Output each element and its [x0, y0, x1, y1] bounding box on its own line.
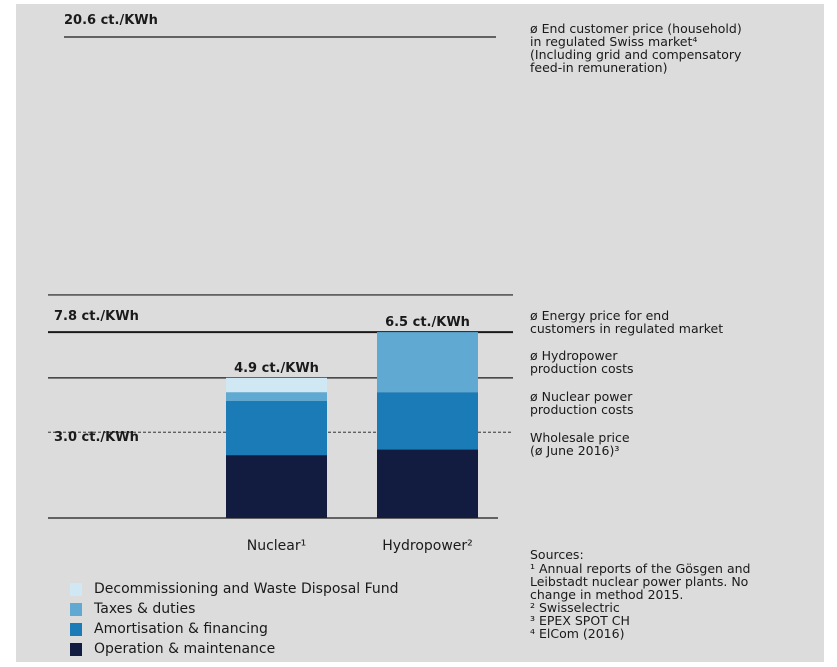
ref-description-wholesale: Wholesale price (ø June 2016)³ — [530, 430, 630, 458]
ref-description-end-customer: ø End customer price (household) in regu… — [530, 21, 742, 75]
legend-swatch-amortisation — [70, 622, 82, 636]
sources: Sources: ¹ Annual reports of the Gösgen … — [530, 548, 750, 640]
legend-swatch-decommissioning — [70, 582, 82, 596]
bar-total-label: 4.9 ct./KWh — [234, 361, 319, 376]
ref-description-nuclear-cost: ø Nuclear power production costs — [530, 389, 634, 417]
ref-description-energy-price: ø Energy price for end customers in regu… — [530, 308, 724, 336]
legend: Decommissioning and Waste Disposal Fund … — [70, 579, 399, 659]
category-label: Nuclear¹ — [247, 538, 307, 554]
legend-label-operation: Operation & maintenance — [94, 641, 276, 657]
legend-label-taxes: Taxes & duties — [94, 601, 196, 617]
legend-item-taxes: Taxes & duties — [70, 599, 399, 619]
reference-label-energy-price: 7.8 ct./KWh — [54, 309, 139, 324]
bar-segment-amortisation — [377, 392, 478, 450]
source-item: ¹ Annual reports of the Gösgen and Leibs… — [530, 561, 751, 602]
legend-swatch-operation — [70, 642, 82, 656]
reference-label-wholesale: 3.0 ct./KWh — [54, 430, 139, 445]
sources-title: Sources: — [530, 547, 584, 562]
category-label: Hydropower² — [382, 538, 473, 554]
legend-item-amortisation: Amortisation & financing — [70, 619, 399, 639]
source-item: ³ EPEX SPOT CH — [530, 613, 630, 628]
legend-swatch-taxes — [70, 602, 82, 616]
bar-segment-operation — [377, 449, 478, 518]
chart-panel: 20.6 ct./KWh 7.8 ct./KWh 3.0 ct./KWh 4.9 ct… — [16, 4, 824, 662]
reference-label-end-customer: 20.6 ct./KWh — [64, 13, 158, 28]
legend-item-decommissioning: Decommissioning and Waste Disposal Fund — [70, 579, 399, 599]
source-item: ² Swisselectric — [530, 600, 620, 615]
source-item: ⁴ ElCom (2016) — [530, 626, 625, 641]
chart-canvas: 20.6 ct./KWh 7.8 ct./KWh 3.0 ct./KWh 4.9 ct… — [48, 13, 513, 554]
bar-segment-taxes — [377, 332, 478, 393]
legend-label-amortisation: Amortisation & financing — [94, 621, 268, 637]
legend-item-operation: Operation & maintenance — [70, 639, 399, 659]
bar-segment-operation — [226, 455, 327, 518]
bar-segment-decommissioning — [226, 377, 327, 393]
legend-label-decommissioning: Decommissioning and Waste Disposal Fund — [94, 581, 399, 597]
bar-total-label: 6.5 ct./KWh — [385, 315, 470, 330]
ref-description-hydro-cost: ø Hydropower production costs — [530, 348, 634, 376]
bar-segment-taxes — [226, 392, 327, 401]
bar-segment-amortisation — [226, 400, 327, 456]
